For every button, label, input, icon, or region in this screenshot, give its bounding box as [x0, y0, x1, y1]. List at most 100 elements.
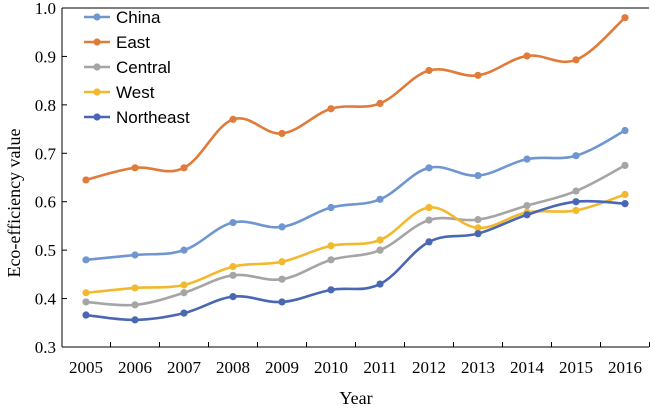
data-point — [523, 201, 531, 210]
data-point — [425, 164, 433, 172]
data-point — [621, 200, 629, 208]
data-point — [572, 56, 580, 64]
data-point — [180, 309, 188, 317]
data-point — [131, 284, 139, 292]
data-point — [278, 129, 286, 138]
data-point — [180, 246, 188, 254]
series-northeast — [82, 198, 629, 324]
data-point — [474, 216, 482, 224]
series-east — [82, 14, 629, 184]
data-point — [327, 286, 335, 294]
data-point — [278, 223, 286, 231]
x-tick-label: 2014 — [510, 358, 545, 377]
data-point — [327, 242, 335, 250]
x-tick-label: 2008 — [216, 358, 250, 377]
data-point — [131, 301, 139, 309]
data-point — [131, 164, 139, 172]
legend-label: West — [116, 83, 155, 102]
series-line-east — [84, 16, 627, 182]
data-point — [572, 206, 580, 215]
y-tick-label: 0.4 — [35, 290, 57, 309]
x-tick-label: 2016 — [608, 358, 642, 377]
legend-item-china: China — [84, 8, 161, 27]
x-tick-label: 2005 — [69, 358, 103, 377]
series-line-west — [84, 193, 627, 295]
x-tick-label: 2010 — [314, 358, 348, 377]
data-point — [229, 293, 237, 301]
y-tick-label: 0.5 — [35, 241, 56, 260]
data-point — [82, 289, 90, 297]
y-tick-label: 0.9 — [35, 47, 56, 66]
data-point — [572, 187, 580, 195]
x-tick-label: 2015 — [559, 358, 593, 377]
legend: China East Central West Northeast — [84, 8, 190, 127]
legend-label: East — [116, 33, 150, 52]
data-point — [572, 152, 580, 160]
data-point — [621, 190, 629, 199]
series-line-china — [84, 129, 627, 262]
data-point — [376, 236, 384, 244]
series-central — [82, 161, 629, 309]
series-line-central — [84, 164, 627, 307]
data-point — [523, 211, 531, 219]
data-point — [180, 281, 188, 289]
data-point — [278, 275, 286, 283]
data-point — [474, 224, 482, 232]
y-tick-label: 0.3 — [35, 338, 56, 357]
legend-marker — [93, 88, 101, 96]
legend-label: China — [116, 8, 161, 27]
data-point — [82, 176, 90, 184]
x-tick-label: 2007 — [167, 358, 202, 377]
series-lines — [82, 14, 629, 324]
legend-marker — [93, 38, 101, 46]
x-axis-title: Year — [339, 388, 372, 408]
data-point — [82, 298, 90, 306]
data-point — [572, 198, 580, 206]
series-west — [82, 190, 629, 297]
data-point — [425, 216, 433, 224]
data-point — [474, 230, 482, 238]
x-tick-label: 2006 — [118, 358, 152, 377]
data-point — [278, 258, 286, 266]
legend-marker — [93, 113, 101, 121]
data-point — [376, 280, 384, 288]
legend-item-central: Central — [84, 58, 171, 77]
y-tick-label: 0.6 — [35, 193, 56, 212]
data-point — [327, 256, 335, 264]
data-point — [523, 155, 531, 163]
legend-label: Northeast — [116, 108, 190, 127]
data-point — [376, 195, 384, 203]
data-point — [474, 71, 482, 79]
legend-marker — [93, 63, 101, 71]
data-point — [425, 66, 433, 75]
data-point — [621, 126, 629, 135]
data-point — [425, 238, 433, 246]
x-tick-label: 2011 — [363, 358, 396, 377]
data-point — [180, 289, 188, 297]
data-point — [327, 105, 335, 113]
data-point — [229, 218, 237, 227]
x-tick-label: 2012 — [412, 358, 446, 377]
data-point — [131, 316, 139, 324]
data-point — [278, 298, 286, 306]
legend-item-east: East — [84, 33, 150, 52]
y-axis-title: Eco-efficiency value — [4, 128, 24, 277]
data-point — [229, 271, 237, 279]
axes: 0.3 0.4 0.5 0.6 0.7 0.8 0.9 1.0 2005 2006 2007 2008… — [35, 0, 650, 377]
data-point — [376, 99, 384, 108]
legend-item-northeast: Northeast — [84, 108, 190, 127]
data-point — [425, 203, 433, 212]
series-china — [82, 126, 629, 264]
data-point — [474, 171, 482, 180]
data-point — [523, 52, 531, 60]
series-line-northeast — [84, 199, 627, 322]
x-tick-label: 2013 — [461, 358, 495, 377]
data-point — [229, 263, 237, 271]
data-point — [82, 256, 90, 264]
y-tick-label: 0.8 — [35, 96, 56, 115]
data-point — [229, 115, 237, 123]
data-point — [327, 203, 335, 212]
data-point — [180, 164, 188, 172]
legend-marker — [93, 13, 101, 21]
